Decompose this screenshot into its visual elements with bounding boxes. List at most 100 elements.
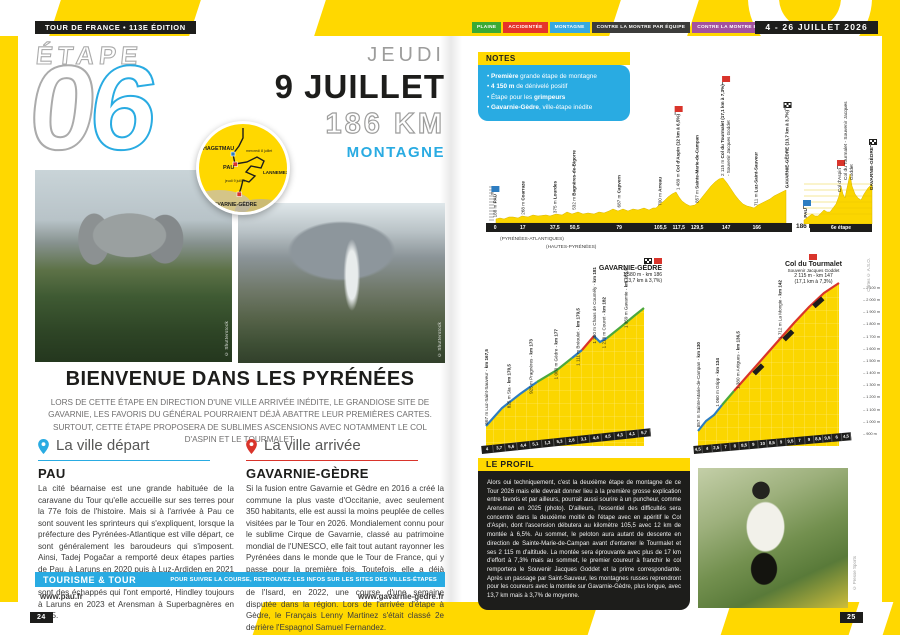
altitude-tick: 1 200 m bbox=[863, 395, 880, 399]
photo-rider bbox=[698, 468, 848, 608]
photo-pau-chateau: © Shutterstock bbox=[35, 170, 232, 362]
section-ville-arrivee: La ville arrivée bbox=[246, 437, 418, 461]
total-distance-label: 186 km bbox=[795, 223, 818, 230]
city-depart-name: PAU bbox=[38, 466, 66, 481]
altitude-tick: 1 500 m bbox=[863, 359, 880, 363]
altitude-tick: 1 600 m bbox=[863, 347, 880, 351]
climb-flag-icon bbox=[674, 105, 683, 115]
photo-credit: © Shutterstock bbox=[437, 321, 442, 357]
km-tick: 50,5 bbox=[569, 224, 580, 231]
photo-credit: © Shutterstock bbox=[224, 320, 229, 356]
km-tick: 166 bbox=[752, 224, 761, 231]
region-label-2: (HAUTES-PYRÉNÉES) bbox=[546, 245, 597, 250]
tourisme-note: POUR SUIVRE LA COURSE, RETROUVEZ LES INF… bbox=[170, 576, 437, 583]
deco-shape bbox=[882, 602, 900, 635]
climb-flag-icon bbox=[491, 185, 500, 195]
stage-date: 9 JUILLET bbox=[274, 68, 445, 105]
map-pin-blue-icon bbox=[38, 439, 49, 454]
climb-tourmalet-header: Col du Tourmalet Souvenir Jacques Goddet… bbox=[785, 254, 842, 285]
climb-flag-icon bbox=[802, 200, 811, 210]
climb-title: Col du Tourmalet bbox=[784, 261, 842, 268]
stage-day: JEUDI bbox=[367, 44, 445, 66]
tourisme-title: TOURISME & TOUR bbox=[43, 574, 137, 585]
profile-waypoint: 711 m Luz-Saint-Sauveur bbox=[753, 151, 759, 206]
gradient-value: 3,7 bbox=[493, 443, 507, 453]
page-title: BIENVENUE DANS LES PYRÉNÉES bbox=[65, 368, 415, 390]
altitude-tick: 1 100 m bbox=[863, 408, 880, 412]
altitude-tick: 900 m bbox=[863, 432, 880, 436]
gradient-value: 4,5 bbox=[601, 432, 615, 442]
altitude-ticks: 2 100 m 2 000 m 1 900 m 1 800 m 1 700 m 1 600… bbox=[863, 286, 880, 436]
climb-waypoint: 925 m Pragnères - km 173 bbox=[528, 339, 534, 394]
gradient-value: 4,4 bbox=[589, 433, 603, 443]
gradient-value: 4,3 bbox=[613, 430, 627, 441]
km-tick: 147 bbox=[722, 224, 731, 231]
stage-type-badge: ACCIDENTÉE bbox=[503, 22, 548, 33]
deco-shape bbox=[189, 0, 326, 36]
climb-gavarnie-header: GAVARNIE-GÈDRE 1 580 m - km 186 (13,7 km… bbox=[599, 258, 662, 284]
profile-waypoint: GAVARNIE-GÈDRE (13,7 km à 3,7%) bbox=[776, 101, 799, 188]
stage-type-badge: CONTRE LA MONTRE PAR ÉQUIPE bbox=[591, 22, 691, 33]
map-date-prev: mercredi 8 juillet bbox=[246, 149, 272, 153]
notes-title: NOTES bbox=[478, 52, 630, 65]
profile-waypoint: 532 m Bagnères-de-Bigorre bbox=[571, 150, 577, 210]
climb-flag-icon bbox=[809, 254, 818, 260]
km-tick: 105,5 bbox=[654, 224, 667, 231]
profile-waypoint: PAU bbox=[802, 200, 811, 218]
city-arrivee-text: Si la fusion entre Gavarnie et Gèdre en … bbox=[246, 484, 444, 632]
overview-terrain bbox=[803, 173, 873, 224]
photo-credit: © Presse Sports bbox=[852, 556, 857, 591]
stage-type-badge: MONTAGNE bbox=[549, 22, 590, 33]
altitude-tick: 1 300 m bbox=[863, 383, 880, 387]
climb-title: GAVARNIE-GÈDRE bbox=[598, 265, 662, 272]
climb-chart-gavarnie: GAVARNIE-GÈDRE 1 580 m - km 186 (13,7 km… bbox=[481, 258, 664, 458]
tourisme-bar: TOURISME & TOUR POUR SUIVRE LA COURSE, R… bbox=[35, 572, 445, 587]
km-scale-bar: 0 17 37,5 50,5 79 105,5 117,5 129,5 147 166 bbox=[486, 223, 792, 232]
climb-flag-icon bbox=[868, 138, 877, 147]
map-date-stage: jeudi 9 juillet bbox=[224, 179, 245, 183]
stage-date-block: JEUDI 9 JUILLET 186 KM MONTAGNE bbox=[205, 44, 445, 161]
map-town-pau: PAU bbox=[223, 165, 234, 171]
climb-flags bbox=[785, 254, 842, 260]
stage-profile-terrain bbox=[489, 177, 787, 223]
profile-waypoint: Col d'Aspin bbox=[835, 159, 847, 192]
overview-waypoints: PAU Col d'Aspin Col du Tourmalet - Souve… bbox=[798, 95, 884, 236]
gradient-value: 3,1 bbox=[577, 434, 591, 444]
altitude-tick: 2 000 m bbox=[863, 298, 880, 302]
gradient-value: 5,6 bbox=[505, 442, 519, 452]
km-tick: 37,5 bbox=[549, 224, 560, 231]
stage-overview-chart: PAU Col d'Aspin Col du Tourmalet - Souve… bbox=[798, 95, 884, 236]
page-gutter bbox=[440, 36, 462, 602]
profile-waypoint: 687 m Capvern bbox=[616, 174, 622, 207]
climb-flag-icon bbox=[783, 101, 792, 110]
stage-profile-waypoints: 188 m PAU 268 m Coarraze 375 m Lourdes 5… bbox=[486, 76, 792, 236]
stage-number: 06 bbox=[22, 40, 160, 176]
map-town-finish: GAVARNIE-GÈDRE bbox=[210, 200, 257, 208]
climb-altitude-km: 1 580 m - km 186 bbox=[623, 272, 662, 278]
note-item: 4 150 m de dénivelé positif bbox=[487, 82, 621, 92]
stage-profile-chart: 188 m PAU 268 m Coarraze 375 m Lourdes 5… bbox=[486, 76, 818, 250]
climb-flag-icon bbox=[654, 258, 662, 264]
profile-waypoint: 1 489 m Col d'Aspin (12 km à 6,5%) bbox=[664, 105, 693, 190]
gradient-value: 4,1 bbox=[626, 429, 639, 439]
km-tick: 129,5 bbox=[690, 224, 704, 231]
climb-subtitle: Souvenir Jacques Goddet bbox=[787, 268, 840, 273]
gradient-value: 2,8 bbox=[565, 435, 579, 446]
map-pin-red-icon bbox=[246, 439, 257, 454]
altitude-tick: 1 900 m bbox=[863, 310, 880, 314]
website-arrivee-link[interactable]: www.gavarnie-gedre.fr bbox=[358, 592, 444, 601]
stage-distance: 186 KM bbox=[325, 107, 445, 140]
edition-badge: TOUR DE FRANCE • 113E ÉDITION bbox=[35, 21, 196, 34]
map-town-lannemezan: LANNEMEZAN bbox=[263, 170, 287, 175]
gradient-value: 4,5 bbox=[841, 432, 852, 442]
page-number-left: 24 bbox=[30, 612, 53, 623]
gradient-value: 4 bbox=[481, 444, 495, 454]
gradient-value: 4,4 bbox=[517, 440, 531, 451]
section-label: La ville départ bbox=[56, 437, 150, 454]
stage-map: HAGETMAU mercredi 8 juillet PAU LANNEMEZ… bbox=[199, 128, 287, 212]
profile-waypoint: GAVARNIE-GÈDRE bbox=[867, 138, 879, 190]
stage-type: MONTAGNE bbox=[346, 144, 445, 161]
region-label-1: (PYRÉNÉES-ATLANTIQUES) bbox=[500, 237, 564, 242]
website-depart-link[interactable]: www.pau.fr bbox=[40, 592, 83, 601]
